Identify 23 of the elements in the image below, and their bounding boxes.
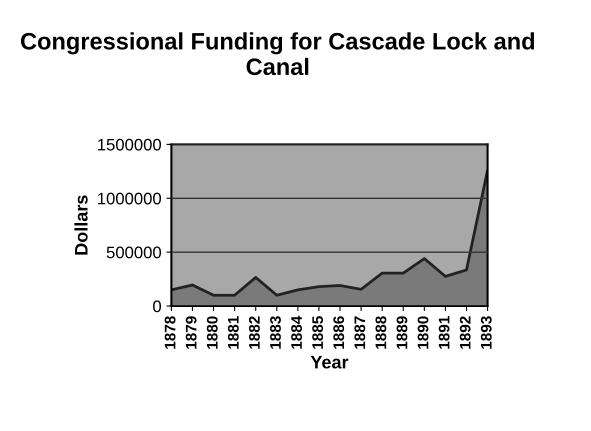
x-tick-label: 1892 — [460, 316, 471, 349]
x-tick-label: 1881 — [228, 316, 239, 349]
x-tick-label: 1883 — [270, 316, 281, 349]
x-tick-label: 1882 — [248, 316, 260, 349]
x-tick-label: 1891 — [438, 316, 450, 349]
y-axis-title: Dollars — [74, 195, 88, 255]
y-tick-label: 1500000 — [98, 138, 162, 151]
y-tick-label: 1000000 — [98, 192, 162, 204]
x-tick-label: 1889 — [396, 316, 408, 349]
x-tick-label: 1887 — [354, 316, 366, 349]
y-tick-label: 500000 — [106, 246, 162, 258]
x-tick-label: 1878 — [164, 316, 176, 349]
x-tick-label: 1885 — [312, 316, 324, 349]
x-axis-title: Year — [310, 356, 348, 369]
x-tick-label: 1879 — [186, 316, 197, 349]
y-tick-label: 0 — [153, 300, 162, 312]
x-tick-label: 1888 — [375, 316, 386, 349]
x-tick-label: 1880 — [206, 316, 218, 349]
x-tick-label: 1884 — [291, 316, 302, 349]
x-tick-label: 1890 — [418, 316, 428, 349]
x-tick-label: 1886 — [333, 316, 344, 349]
chart-title: Congressional Funding for Cascade Lock and Canal — [20, 32, 534, 76]
x-tick-label: 1893 — [480, 316, 492, 349]
